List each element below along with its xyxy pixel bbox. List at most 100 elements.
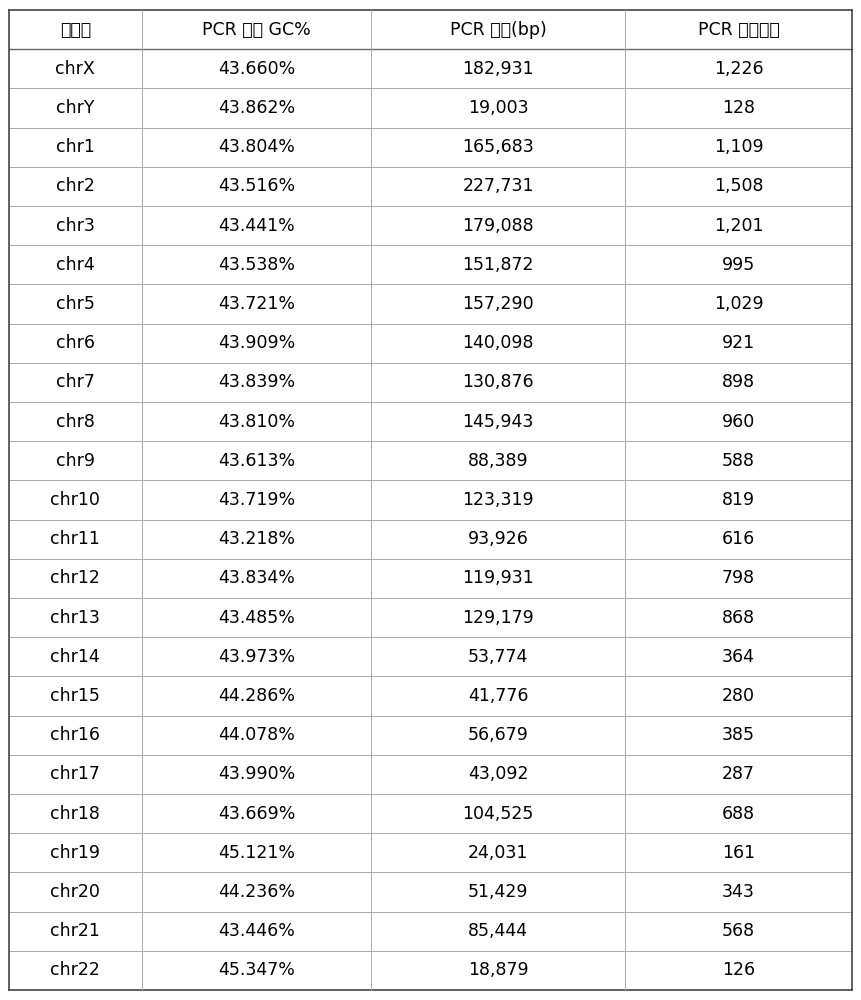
- Bar: [624, 637, 852, 676]
- Text: 104,525: 104,525: [462, 805, 534, 823]
- Bar: [9, 363, 142, 402]
- Bar: [371, 637, 624, 676]
- Text: chr21: chr21: [50, 922, 100, 940]
- Text: chr17: chr17: [50, 765, 100, 783]
- Bar: [142, 167, 371, 206]
- Bar: [371, 402, 624, 441]
- Bar: [9, 49, 142, 88]
- Bar: [624, 559, 852, 598]
- Text: chr19: chr19: [50, 844, 100, 862]
- Text: 157,290: 157,290: [462, 295, 534, 313]
- Bar: [371, 794, 624, 833]
- Bar: [624, 833, 852, 872]
- Text: 151,872: 151,872: [462, 256, 534, 274]
- Text: chrX: chrX: [55, 60, 96, 78]
- Bar: [371, 88, 624, 128]
- Text: 898: 898: [722, 373, 755, 391]
- Text: chr14: chr14: [51, 648, 100, 666]
- Bar: [9, 10, 142, 49]
- Text: 43.538%: 43.538%: [218, 256, 295, 274]
- Text: 19,003: 19,003: [468, 99, 529, 117]
- Bar: [9, 206, 142, 245]
- Text: PCR 长度(bp): PCR 长度(bp): [449, 21, 547, 39]
- Text: 364: 364: [722, 648, 755, 666]
- Text: 287: 287: [722, 765, 755, 783]
- Text: chr2: chr2: [56, 177, 95, 195]
- Bar: [624, 324, 852, 363]
- Text: 43.669%: 43.669%: [218, 805, 295, 823]
- Bar: [371, 167, 624, 206]
- Bar: [624, 716, 852, 755]
- Text: 24,031: 24,031: [468, 844, 528, 862]
- Bar: [371, 598, 624, 637]
- Text: 129,179: 129,179: [462, 609, 534, 627]
- Text: 43.834%: 43.834%: [218, 569, 295, 587]
- Text: 43.909%: 43.909%: [218, 334, 295, 352]
- Text: 93,926: 93,926: [468, 530, 529, 548]
- Bar: [9, 167, 142, 206]
- Bar: [371, 49, 624, 88]
- Text: 44.078%: 44.078%: [218, 726, 295, 744]
- Bar: [142, 520, 371, 559]
- Text: 130,876: 130,876: [462, 373, 534, 391]
- Text: PCR 区域数目: PCR 区域数目: [697, 21, 779, 39]
- Bar: [142, 559, 371, 598]
- Text: 43.804%: 43.804%: [218, 138, 295, 156]
- Text: 18,879: 18,879: [468, 961, 529, 979]
- Text: 44.236%: 44.236%: [218, 883, 295, 901]
- Text: 43.485%: 43.485%: [218, 609, 295, 627]
- Text: chr3: chr3: [56, 217, 95, 235]
- Text: 179,088: 179,088: [462, 217, 534, 235]
- Bar: [624, 363, 852, 402]
- Bar: [624, 676, 852, 716]
- Text: 588: 588: [722, 452, 755, 470]
- Bar: [371, 480, 624, 520]
- Text: 56,679: 56,679: [468, 726, 529, 744]
- Bar: [9, 872, 142, 912]
- Text: chr7: chr7: [56, 373, 95, 391]
- Bar: [624, 520, 852, 559]
- Text: 688: 688: [722, 805, 755, 823]
- Text: 128: 128: [722, 99, 755, 117]
- Text: 819: 819: [722, 491, 755, 509]
- Text: 43.721%: 43.721%: [218, 295, 295, 313]
- Bar: [624, 441, 852, 480]
- Text: 868: 868: [722, 609, 755, 627]
- Bar: [9, 676, 142, 716]
- Text: 43.441%: 43.441%: [219, 217, 295, 235]
- Bar: [371, 951, 624, 990]
- Bar: [624, 88, 852, 128]
- Text: chr6: chr6: [56, 334, 95, 352]
- Text: 51,429: 51,429: [468, 883, 529, 901]
- Bar: [9, 559, 142, 598]
- Bar: [142, 755, 371, 794]
- Text: 88,389: 88,389: [468, 452, 529, 470]
- Text: 53,774: 53,774: [468, 648, 528, 666]
- Text: 1,508: 1,508: [714, 177, 763, 195]
- Bar: [371, 363, 624, 402]
- Text: 995: 995: [722, 256, 755, 274]
- Bar: [142, 206, 371, 245]
- Text: chr18: chr18: [50, 805, 100, 823]
- Bar: [9, 402, 142, 441]
- Text: chr1: chr1: [56, 138, 95, 156]
- Text: 921: 921: [722, 334, 755, 352]
- Bar: [371, 128, 624, 167]
- Text: 161: 161: [722, 844, 755, 862]
- Bar: [371, 559, 624, 598]
- Bar: [624, 49, 852, 88]
- Text: 165,683: 165,683: [462, 138, 534, 156]
- Bar: [142, 88, 371, 128]
- Text: 1,201: 1,201: [714, 217, 763, 235]
- Bar: [371, 324, 624, 363]
- Text: chr10: chr10: [50, 491, 100, 509]
- Text: chr5: chr5: [56, 295, 95, 313]
- Bar: [371, 755, 624, 794]
- Text: PCR 区域 GC%: PCR 区域 GC%: [202, 21, 311, 39]
- Bar: [624, 872, 852, 912]
- Bar: [9, 128, 142, 167]
- Text: 43.446%: 43.446%: [218, 922, 295, 940]
- Bar: [142, 480, 371, 520]
- Text: 1,226: 1,226: [714, 60, 764, 78]
- Bar: [371, 245, 624, 284]
